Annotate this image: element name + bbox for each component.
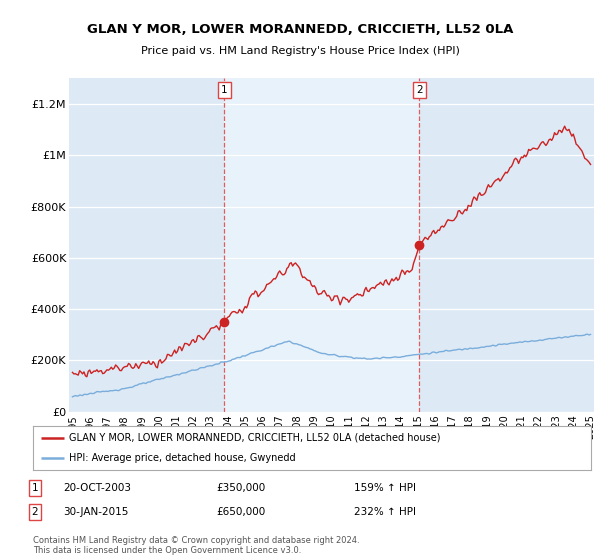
Text: £350,000: £350,000 <box>216 483 265 493</box>
Text: GLAN Y MOR, LOWER MORANNEDD, CRICCIETH, LL52 0LA (detached house): GLAN Y MOR, LOWER MORANNEDD, CRICCIETH, … <box>69 433 441 443</box>
Text: 232% ↑ HPI: 232% ↑ HPI <box>354 507 416 517</box>
Bar <box>224 78 419 412</box>
Text: 2: 2 <box>31 507 38 517</box>
Text: 159% ↑ HPI: 159% ↑ HPI <box>354 483 416 493</box>
Text: 20-OCT-2003: 20-OCT-2003 <box>63 483 131 493</box>
Text: 30-JAN-2015: 30-JAN-2015 <box>63 507 128 517</box>
Text: HPI: Average price, detached house, Gwynedd: HPI: Average price, detached house, Gwyn… <box>69 453 296 463</box>
Text: 1: 1 <box>221 85 228 95</box>
Text: £650,000: £650,000 <box>216 507 265 517</box>
Text: Price paid vs. HM Land Registry's House Price Index (HPI): Price paid vs. HM Land Registry's House … <box>140 46 460 56</box>
Text: GLAN Y MOR, LOWER MORANNEDD, CRICCIETH, LL52 0LA: GLAN Y MOR, LOWER MORANNEDD, CRICCIETH, … <box>87 24 513 36</box>
Text: 1: 1 <box>31 483 38 493</box>
Text: 2: 2 <box>416 85 422 95</box>
Text: Contains HM Land Registry data © Crown copyright and database right 2024.
This d: Contains HM Land Registry data © Crown c… <box>33 536 359 556</box>
